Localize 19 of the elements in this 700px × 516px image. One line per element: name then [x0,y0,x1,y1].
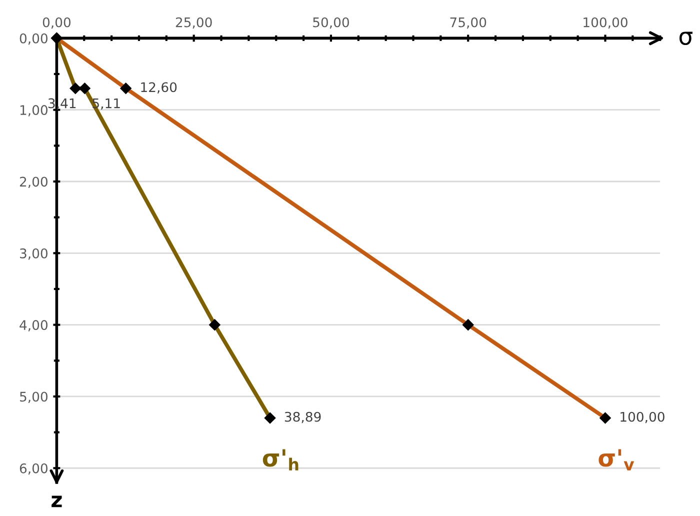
x-axis-title: σ [680,32,692,46]
y-tick-label: 6,00 [20,463,48,475]
y-tick-label: 4,00 [20,320,48,332]
series-label: σ'$_{h}$ [262,449,298,470]
x-tick-label: 100,00 [584,17,628,29]
y-tick-label: 1,00 [20,105,48,116]
x-tick-label: 75,00 [450,17,486,29]
series-label: σ'$_{v}$ [598,449,634,470]
x-tick-label: 25,00 [176,17,212,29]
x-tick-label: 0,00 [42,17,71,29]
y-tick-label: 2,00 [20,176,48,188]
annotation: 12,60 [141,82,177,94]
y-tick-label: 5,00 [20,392,48,404]
annotation: 100,00 [620,412,664,424]
y-axis-title: z [52,496,62,508]
annotation: 38,89 [284,412,321,424]
y-tick-label: 3,00 [20,248,48,260]
y-tick-label: 0,00 [20,33,48,45]
x-tick-label: 50,00 [313,17,349,29]
